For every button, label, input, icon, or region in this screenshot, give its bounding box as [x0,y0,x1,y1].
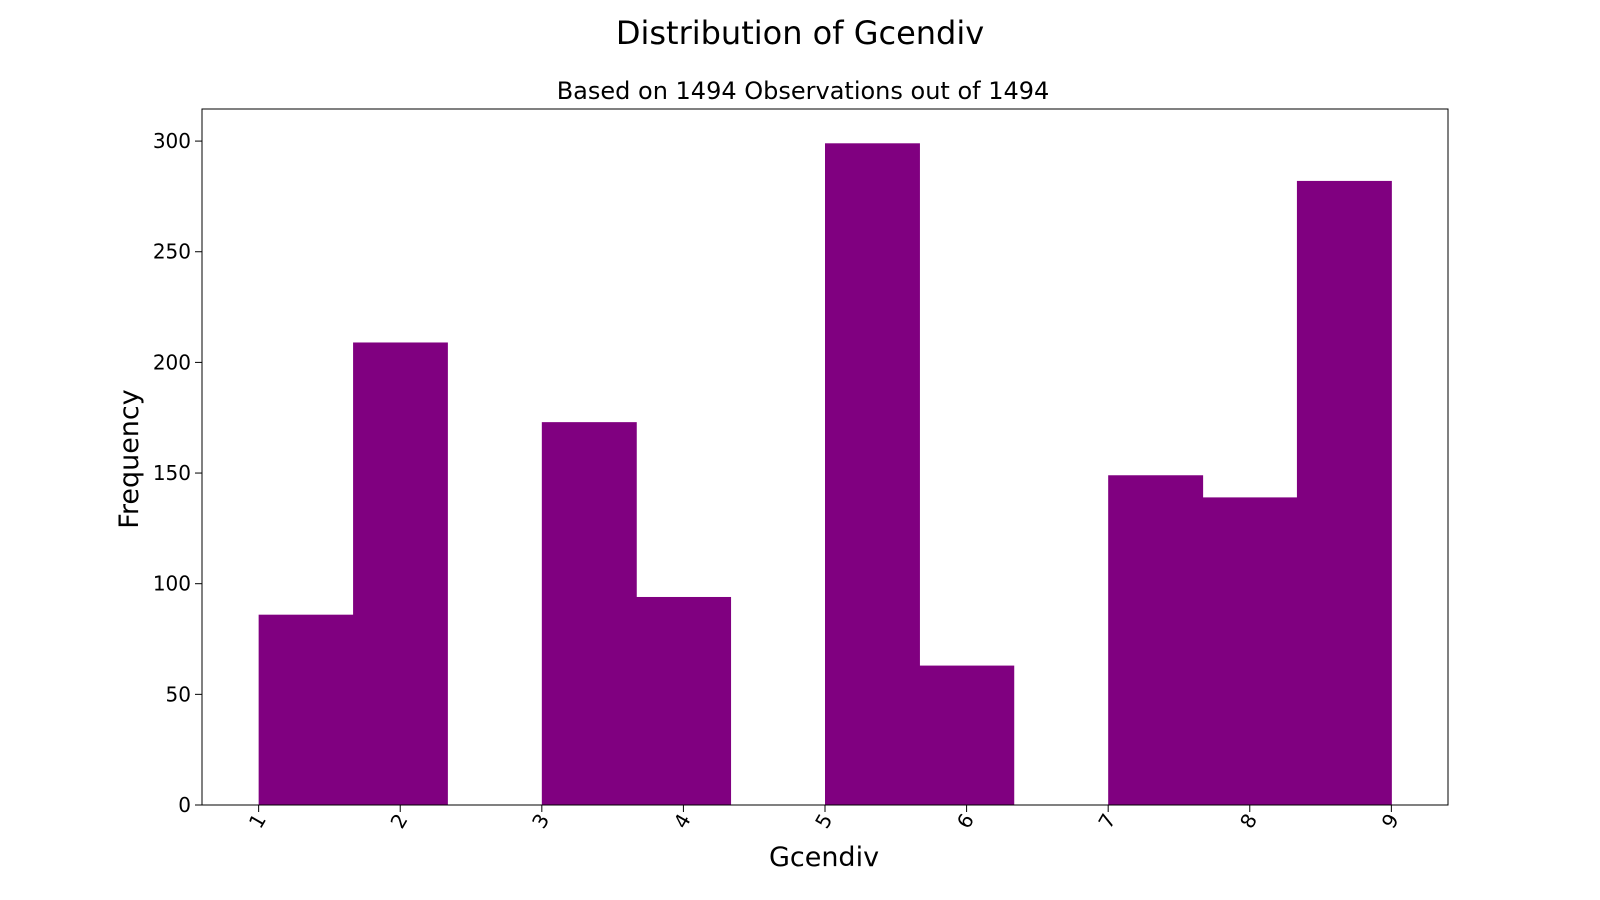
y-tick-label: 200 [153,350,191,374]
histogram-bar-8 [919,665,1015,805]
histogram-bar-7 [825,143,920,806]
histogram-bar-4 [541,422,637,805]
x-tick-label: 4 [669,810,696,833]
y-axis-label: Frequency [114,389,145,529]
x-axis-label: Gcendiv [769,842,879,873]
y-tick-label: 300 [153,129,191,153]
histogram-bar-1 [258,614,354,805]
chart-title: Distribution of Gcendiv [616,14,984,52]
y-tick-label: 250 [153,240,191,264]
chart-subtitle: Based on 1494 Observations out of 1494 [557,77,1050,105]
bars-group [258,143,1392,806]
y-tick-label: 0 [178,793,191,817]
x-tick-label: 2 [385,810,412,833]
x-axis: 1 2 3 4 5 6 7 8 9 [244,805,1404,833]
x-tick-label: 8 [1235,810,1262,833]
x-tick-label: 5 [810,810,837,833]
histogram-bar-2 [353,342,448,805]
x-tick-label: 1 [244,810,271,833]
histogram-bar-12 [1296,180,1392,806]
y-tick-label: 50 [166,682,191,706]
y-tick-label: 100 [153,572,191,596]
y-tick-label: 150 [153,461,191,485]
x-tick-label: 3 [527,810,554,833]
histogram-bar-10 [1108,475,1204,805]
x-tick-label: 7 [1093,810,1120,833]
x-tick-label: 9 [1377,810,1404,833]
y-axis: 0 50 100 150 200 250 300 [153,129,202,817]
histogram-bar-5 [636,596,732,805]
x-tick-label: 6 [952,810,979,833]
histogram-bar-11 [1202,497,1298,805]
